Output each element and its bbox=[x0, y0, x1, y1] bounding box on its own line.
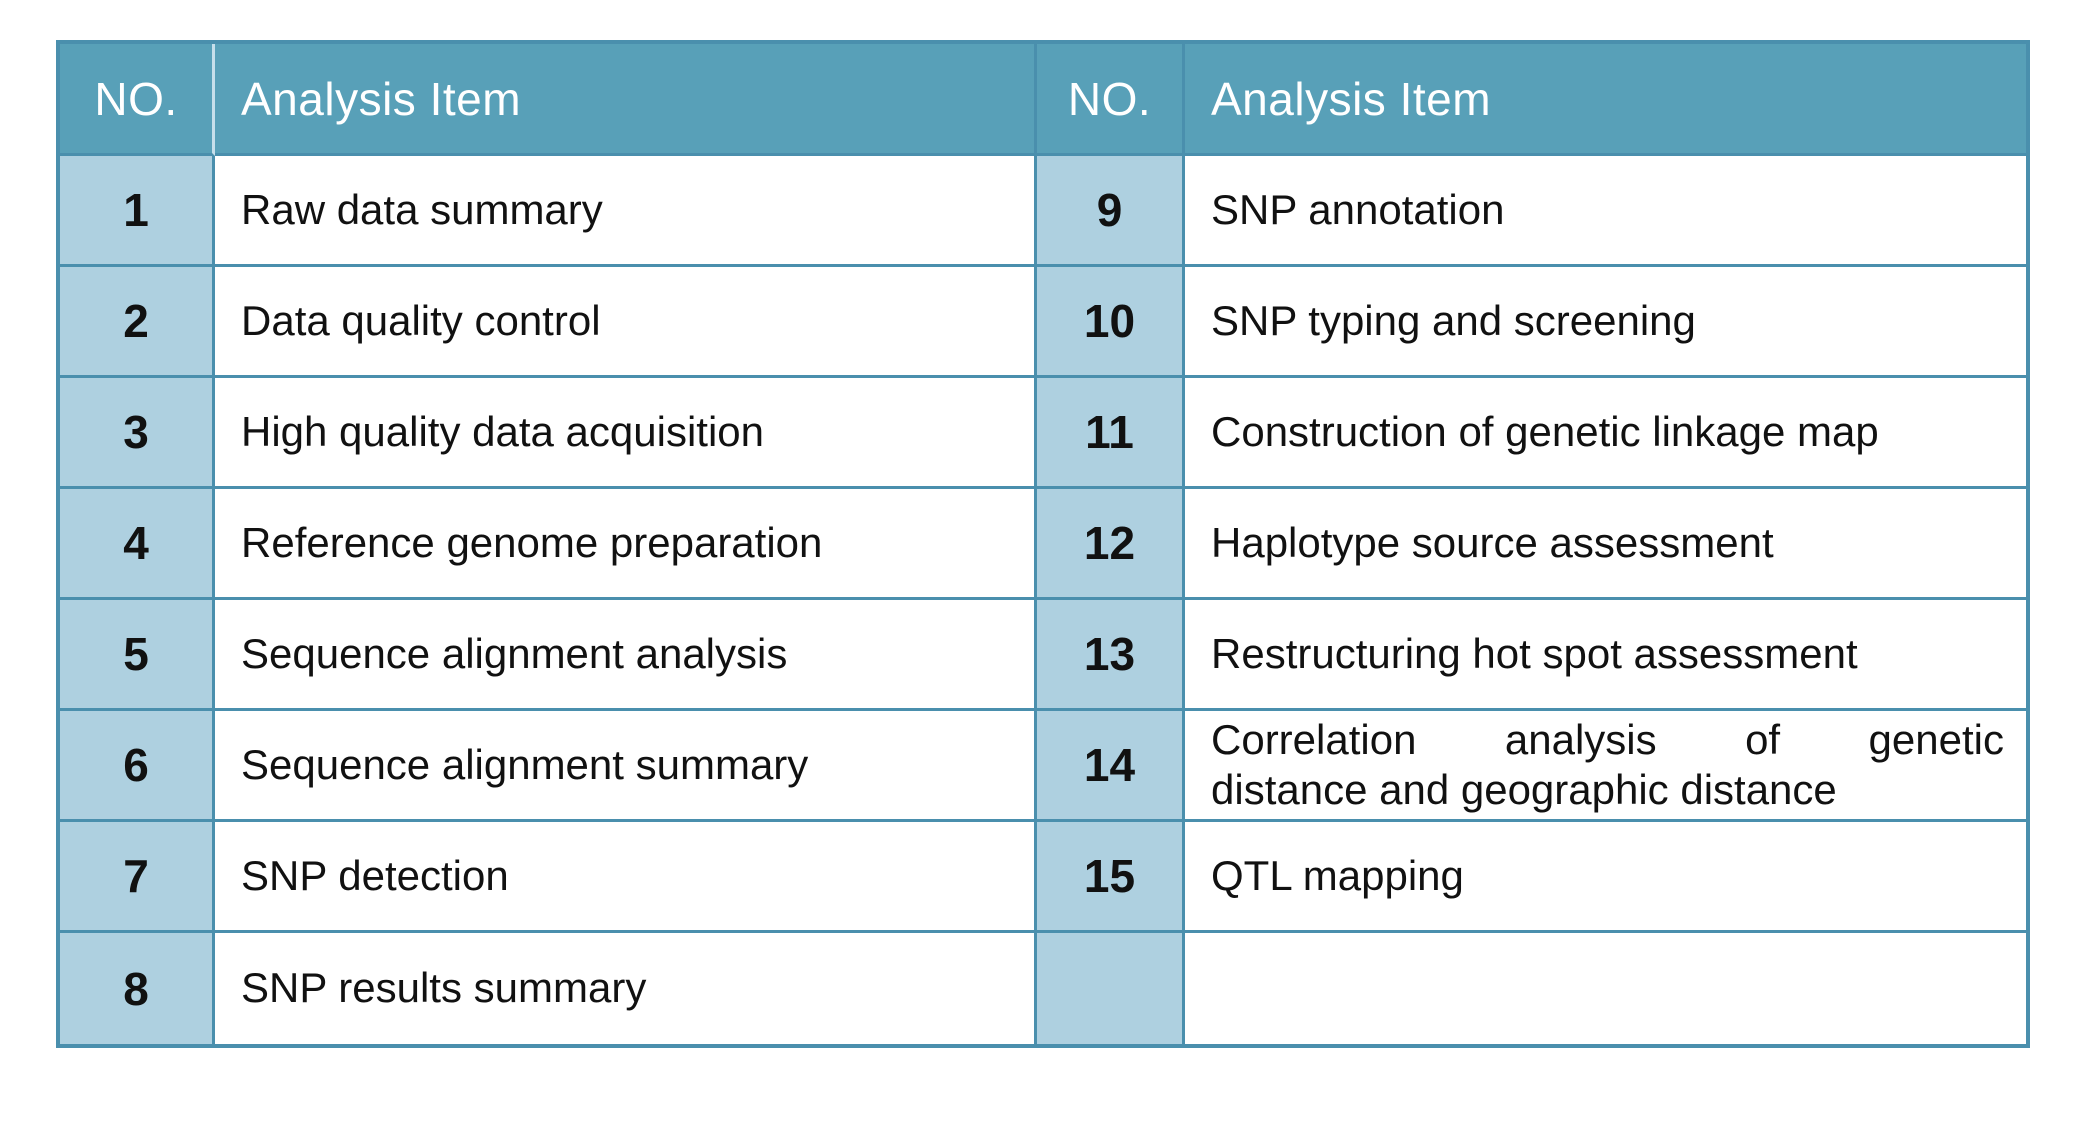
cell-item-1: Raw data summary bbox=[215, 156, 1037, 267]
cell-item-14: Correlation analysis of genetic distance… bbox=[1185, 711, 2026, 822]
cell-no-13: 13 bbox=[1037, 600, 1185, 711]
cell-item-4: Reference genome preparation bbox=[215, 489, 1037, 600]
cell-item-6: Sequence alignment summary bbox=[215, 711, 1037, 822]
cell-no-10: 10 bbox=[1037, 267, 1185, 378]
cell-no-4: 4 bbox=[60, 489, 215, 600]
cell-item-8: SNP results summary bbox=[215, 933, 1037, 1044]
header-item-right: Analysis Item bbox=[1185, 44, 2026, 156]
cell-item-14-lines: Correlation analysis of genetic distance… bbox=[1211, 715, 2004, 816]
cell-item-9: SNP annotation bbox=[1185, 156, 2026, 267]
cell-no-3: 3 bbox=[60, 378, 215, 489]
cell-item-11: Construction of genetic linkage map bbox=[1185, 378, 2026, 489]
cell-no-11: 11 bbox=[1037, 378, 1185, 489]
cell-item-10: SNP typing and screening bbox=[1185, 267, 2026, 378]
cell-no-6: 6 bbox=[60, 711, 215, 822]
cell-item-14-line2: distance and geographic distance bbox=[1211, 766, 1837, 813]
cell-no-2: 2 bbox=[60, 267, 215, 378]
cell-no-7: 7 bbox=[60, 822, 215, 933]
cell-no-14: 14 bbox=[1037, 711, 1185, 822]
cell-no-12: 12 bbox=[1037, 489, 1185, 600]
cell-item-13: Restructuring hot spot assessment bbox=[1185, 600, 2026, 711]
cell-item-empty bbox=[1185, 933, 2026, 1044]
cell-item-5: Sequence alignment analysis bbox=[215, 600, 1037, 711]
cell-no-5: 5 bbox=[60, 600, 215, 711]
cell-no-8: 8 bbox=[60, 933, 215, 1044]
cell-no-9: 9 bbox=[1037, 156, 1185, 267]
cell-no-empty bbox=[1037, 933, 1185, 1044]
cell-item-15: QTL mapping bbox=[1185, 822, 2026, 933]
cell-no-1: 1 bbox=[60, 156, 215, 267]
header-item-left: Analysis Item bbox=[215, 44, 1037, 156]
header-no-right: NO. bbox=[1037, 44, 1185, 156]
cell-item-12: Haplotype source assessment bbox=[1185, 489, 2026, 600]
analysis-items-table: NO. Analysis Item NO. Analysis Item 1 Ra… bbox=[56, 40, 2030, 1048]
cell-item-14-line1: Correlation analysis of genetic bbox=[1211, 715, 2004, 763]
cell-item-3: High quality data acquisition bbox=[215, 378, 1037, 489]
cell-item-7: SNP detection bbox=[215, 822, 1037, 933]
header-no-left: NO. bbox=[60, 44, 215, 156]
cell-item-2: Data quality control bbox=[215, 267, 1037, 378]
cell-no-15: 15 bbox=[1037, 822, 1185, 933]
